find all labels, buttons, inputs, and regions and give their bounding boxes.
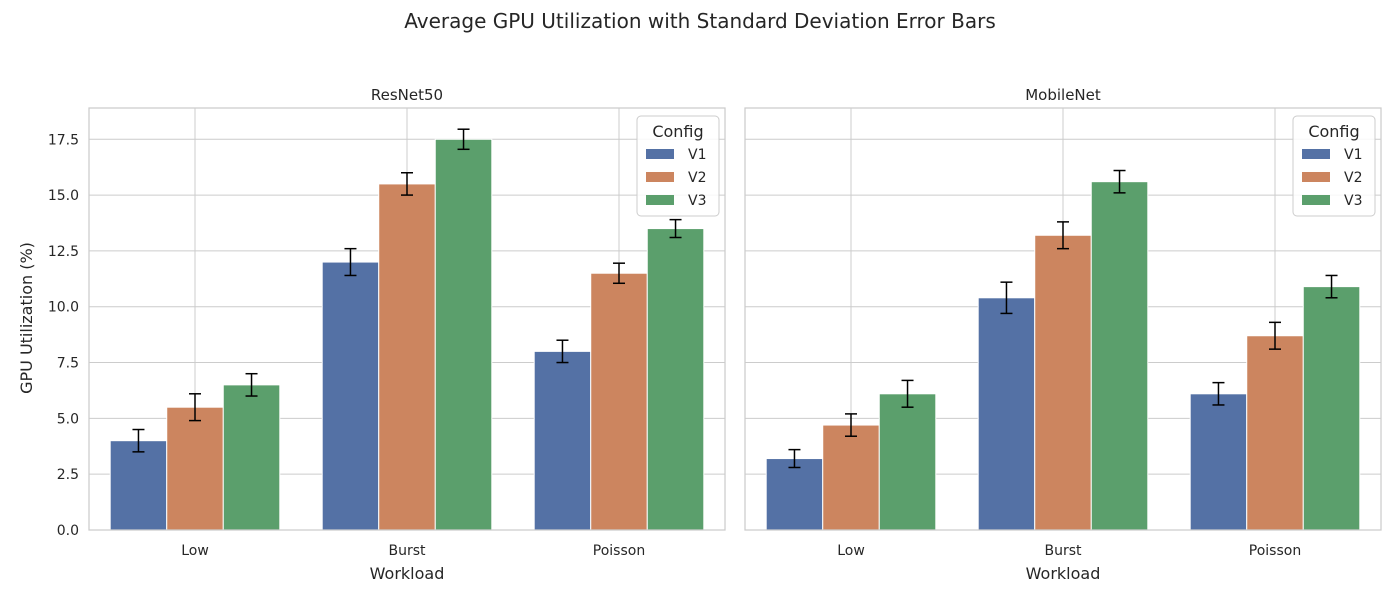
panel-resnet50: 0.0 2.5 5.0 7.5 10.0 12.5 15.0 17.5 Low Burst Pois… <box>48 86 726 583</box>
legend-label: V3 <box>688 193 706 209</box>
bar <box>1090 181 1149 531</box>
legend-label: V3 <box>1344 193 1362 209</box>
legend-title: Config <box>652 122 703 141</box>
x-tick-label: Poisson <box>593 543 645 559</box>
legend-box <box>1292 115 1376 217</box>
y-tick-label: 5.0 <box>57 411 79 427</box>
bar <box>166 406 224 531</box>
x-tick-label: Low <box>837 543 865 559</box>
legend-label: V1 <box>1344 147 1362 163</box>
bar <box>533 350 592 531</box>
panel-mobilenet: Low Burst Poisson Workload MobileNet Config V1… <box>744 86 1382 583</box>
legend-swatch <box>1302 195 1330 205</box>
bar <box>878 393 937 531</box>
bar <box>1302 286 1361 531</box>
legend-swatch <box>646 149 674 159</box>
bar <box>109 440 168 531</box>
figure-title: Average GPU Utilization with Standard De… <box>404 9 996 33</box>
legend-label: V2 <box>688 170 706 186</box>
bar <box>1246 335 1304 531</box>
x-axis-label: Workload <box>370 564 445 583</box>
x-axis-label: Workload <box>1026 564 1101 583</box>
plot-frame <box>88 107 726 531</box>
legend-label: V1 <box>688 147 706 163</box>
bar <box>822 424 880 531</box>
bar <box>590 272 648 531</box>
bar <box>321 261 380 531</box>
x-tick-label: Burst <box>388 543 426 559</box>
x-tick-label: Burst <box>1044 543 1082 559</box>
legend-swatch <box>646 172 674 182</box>
bar <box>1034 234 1092 531</box>
y-tick-label: 0.0 <box>57 523 79 539</box>
bar <box>765 458 824 531</box>
y-tick-label: 15.0 <box>48 188 79 204</box>
bar <box>977 297 1036 531</box>
plot-frame <box>744 107 1382 531</box>
y-tick-label: 7.5 <box>57 356 79 372</box>
panel-title: MobileNet <box>1025 86 1101 104</box>
x-tick-label: Low <box>181 543 209 559</box>
y-tick-label: 17.5 <box>48 132 79 148</box>
legend-swatch <box>1302 149 1330 159</box>
bar <box>1189 393 1248 531</box>
legend-title: Config <box>1308 122 1359 141</box>
legend-label: V2 <box>1344 170 1362 186</box>
legend: Config V1 V2 V3 <box>636 115 720 217</box>
bar <box>434 138 493 531</box>
y-axis-label: GPU Utilization (%) <box>17 242 36 394</box>
bar <box>646 228 705 531</box>
x-tick-label: Poisson <box>1249 543 1301 559</box>
y-tick-label: 2.5 <box>57 467 79 483</box>
legend-box <box>636 115 720 217</box>
panel-title: ResNet50 <box>371 86 443 104</box>
y-tick-label: 10.0 <box>48 300 79 316</box>
legend-swatch <box>1302 172 1330 182</box>
legend-swatch <box>646 195 674 205</box>
y-tick-label: 12.5 <box>48 244 79 260</box>
panels: 0.0 2.5 5.0 7.5 10.0 12.5 15.0 17.5 Low Burst Pois… <box>48 86 1382 583</box>
bar <box>378 183 436 531</box>
legend: Config V1 V2 V3 <box>1292 115 1376 217</box>
bar <box>222 384 281 531</box>
